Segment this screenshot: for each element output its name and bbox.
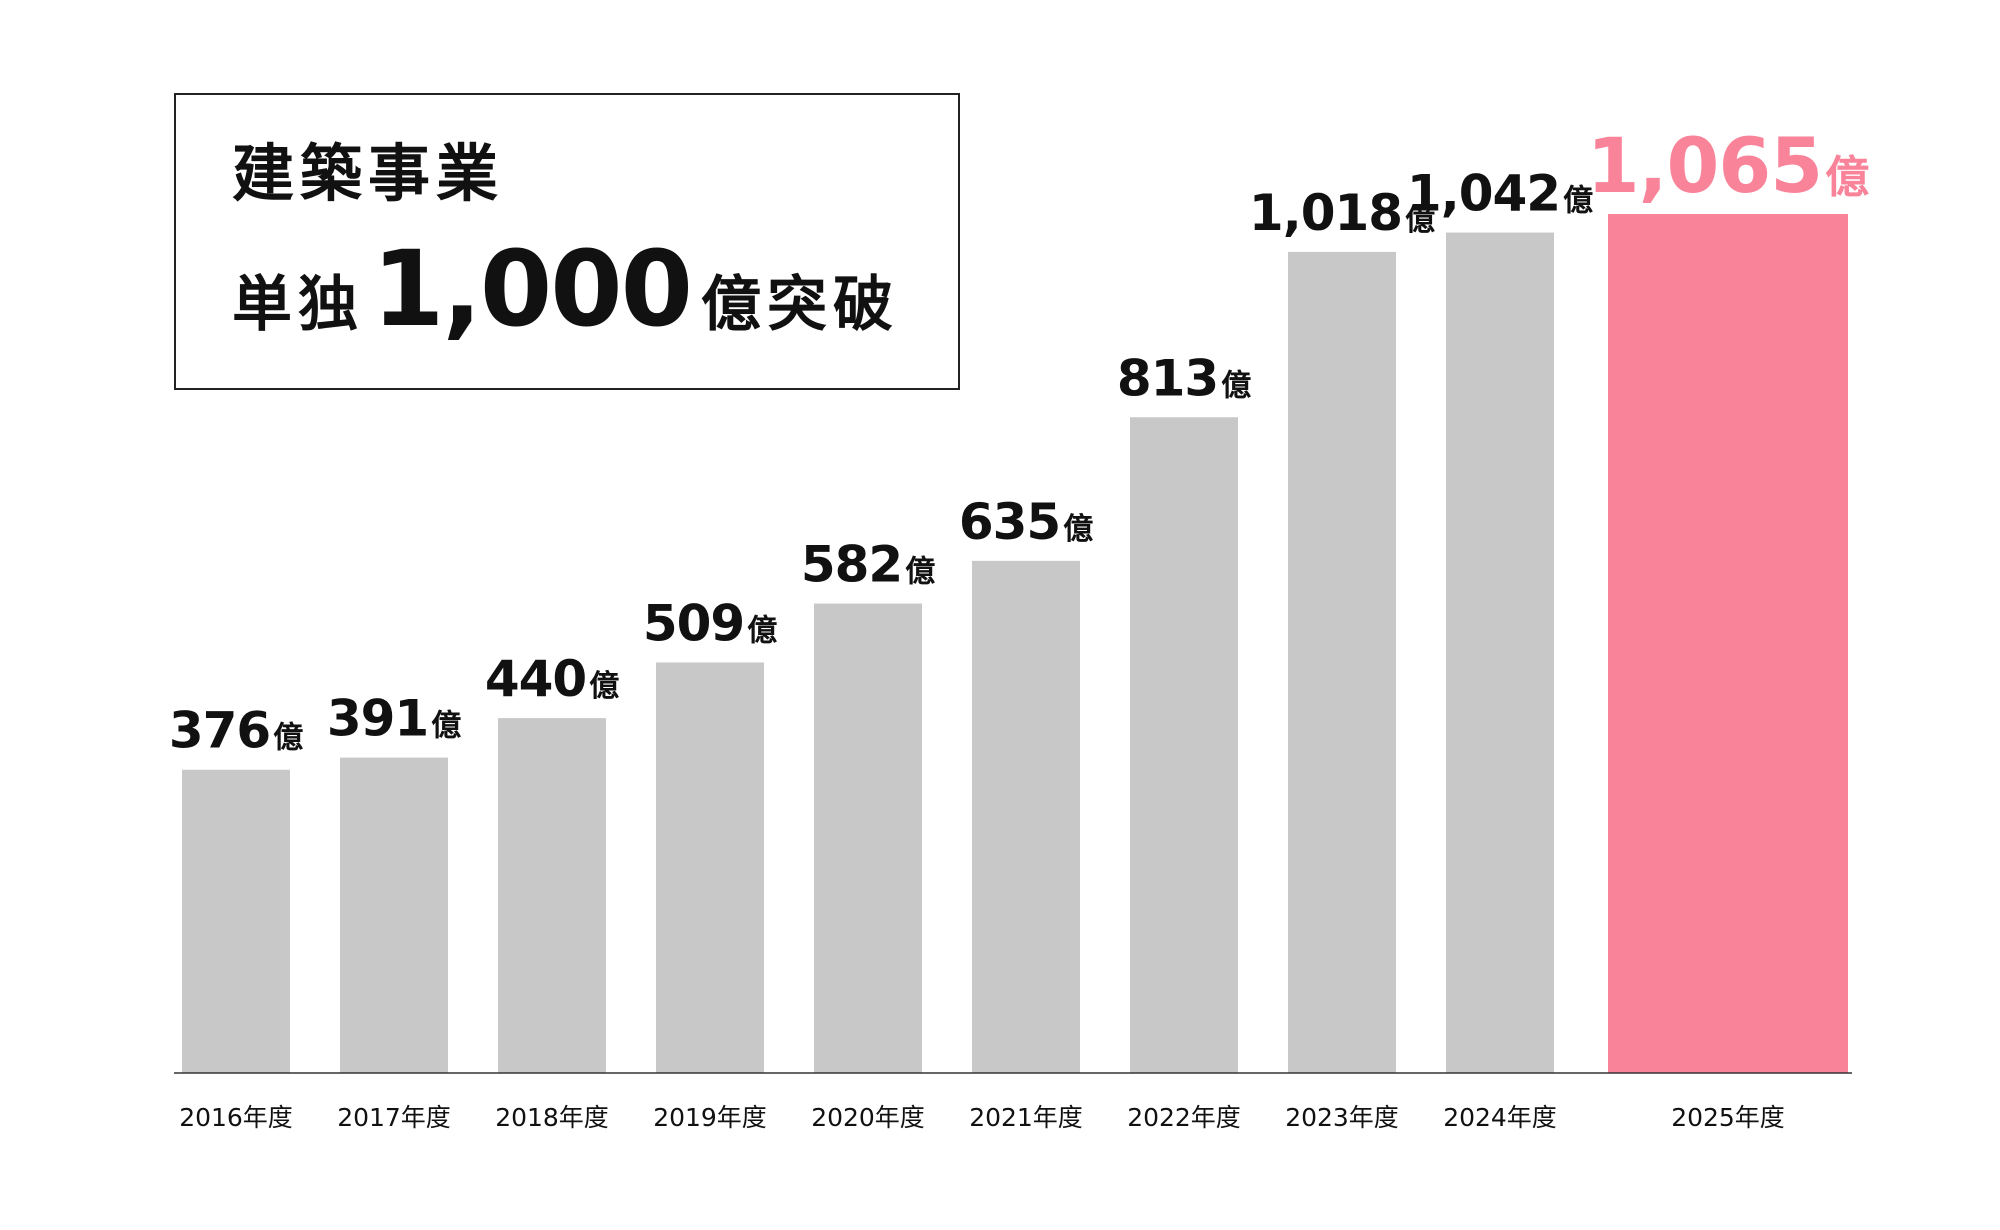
- value-label-number: 440: [485, 650, 586, 708]
- value-label-number: 376: [169, 702, 270, 760]
- value-label: 813 億: [1117, 349, 1251, 407]
- tick-label: 2017年度: [337, 1103, 451, 1132]
- headline-line2: 単独 1,000 億突破: [232, 237, 899, 341]
- value-label-unit: 億: [589, 669, 619, 704]
- value-label: 1,042 億: [1407, 165, 1593, 223]
- tick-label: 2021年度: [969, 1103, 1083, 1132]
- tick-labels-layer: 2016年度 2017年度 2018年度 2019年度 2020年度 2021年度 2022…: [179, 1103, 1785, 1132]
- value-label: 1,065億: [1587, 121, 1869, 210]
- bar-2022年度: [1130, 417, 1238, 1073]
- tick-label: 2018年度: [495, 1103, 609, 1132]
- bar-2018年度: [498, 718, 606, 1073]
- value-label-unit: 億: [1405, 203, 1435, 238]
- bar-2024年度: [1446, 232, 1554, 1074]
- bar-2016年度: [182, 769, 290, 1073]
- value-label: 376 億: [169, 702, 303, 760]
- bar-2021年度: [972, 560, 1080, 1073]
- bar-2025年度: [1608, 214, 1848, 1073]
- value-label: 582 億: [801, 536, 935, 594]
- value-label-unit: 億: [1063, 512, 1093, 547]
- headline-prefix: 単独: [232, 270, 364, 340]
- headline-line1: 建築事業: [232, 137, 505, 210]
- bar-2017年度: [340, 757, 448, 1073]
- bar-2020年度: [814, 603, 922, 1073]
- bars-layer: [182, 214, 1848, 1074]
- bar-2023年度: [1288, 251, 1396, 1073]
- value-label-number: 635: [959, 493, 1060, 551]
- value-label-number: 509: [643, 594, 744, 652]
- value-label: 635 億: [959, 493, 1093, 551]
- value-label: 509 億: [643, 594, 777, 652]
- value-label-number: 813: [1117, 349, 1218, 407]
- value-label-number: 1,018: [1249, 184, 1402, 242]
- value-label-unit: 億: [431, 709, 461, 744]
- value-label-unit: 億: [747, 613, 777, 648]
- tick-label: 2016年度: [179, 1103, 293, 1132]
- headline-number: 1,000: [372, 228, 693, 350]
- tick-label: 2024年度: [1443, 1103, 1557, 1132]
- value-label-number: 1,065: [1587, 121, 1822, 210]
- headline-suffix: 億突破: [700, 270, 899, 340]
- tick-label: 2023年度: [1285, 1103, 1399, 1132]
- tick-label: 2025年度: [1671, 1103, 1785, 1132]
- value-label: 391 億: [327, 690, 461, 748]
- tick-label: 2020年度: [811, 1103, 925, 1132]
- value-label-unit: 億: [1825, 152, 1869, 203]
- value-label-number: 582: [801, 536, 902, 594]
- tick-label: 2019年度: [653, 1103, 767, 1132]
- tick-label: 2022年度: [1127, 1103, 1241, 1132]
- bar-2019年度: [656, 662, 764, 1073]
- value-label: 1,018 億: [1249, 184, 1435, 242]
- value-label-number: 1,042: [1407, 165, 1560, 223]
- value-label-number: 391: [327, 690, 428, 748]
- value-label-unit: 億: [273, 721, 303, 756]
- value-label-unit: 億: [1221, 368, 1251, 403]
- value-label-unit: 億: [1563, 184, 1593, 219]
- value-label-unit: 億: [905, 555, 935, 590]
- headline-box: 建築事業 単独 1,000 億突破: [174, 93, 960, 390]
- value-label: 440 億: [485, 650, 619, 708]
